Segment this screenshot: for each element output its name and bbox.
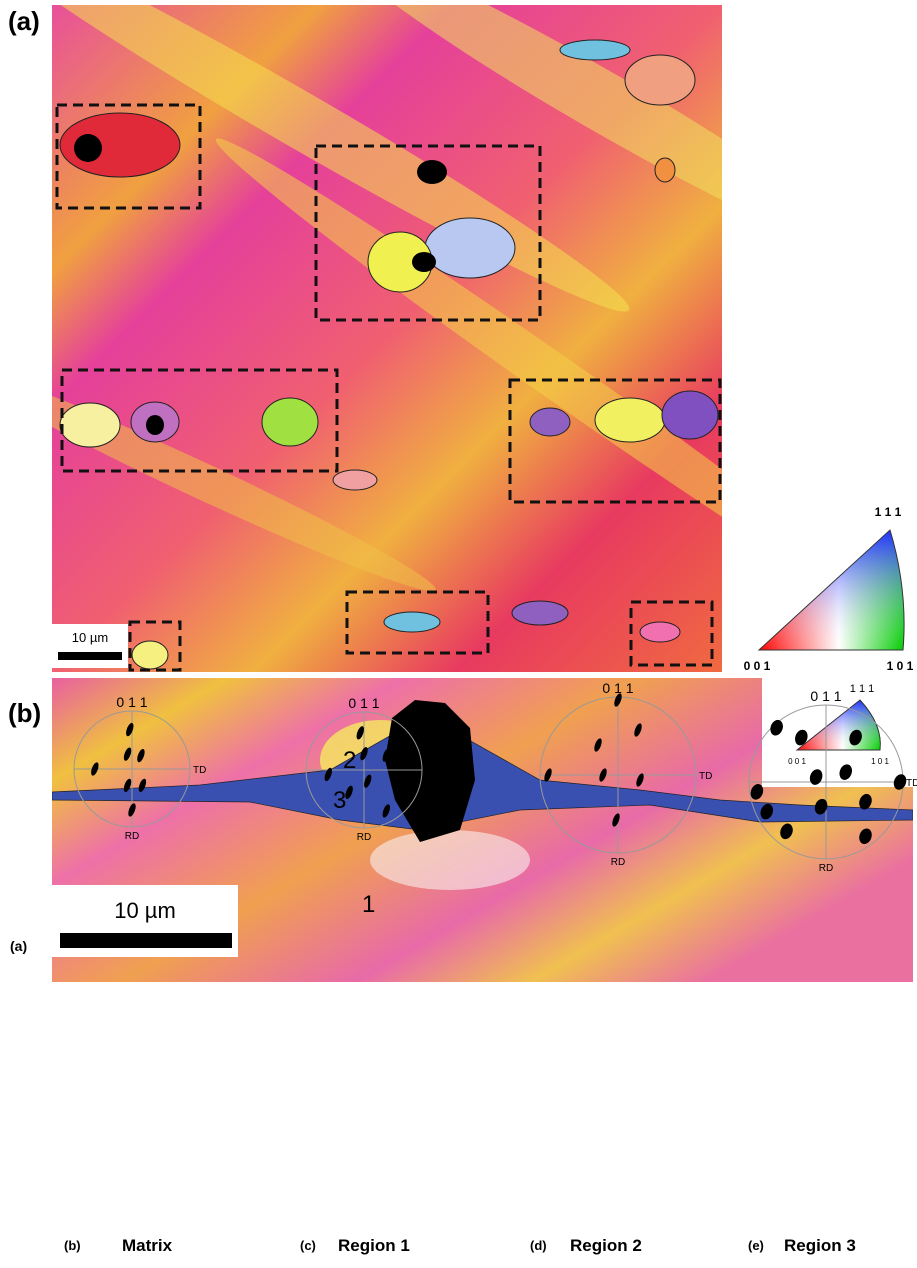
pole-label: RD (611, 857, 625, 868)
caption: Region 2 (570, 1236, 642, 1255)
scale-bar (60, 933, 232, 948)
pole-spot (893, 774, 907, 790)
region-label: 2 (343, 747, 356, 774)
region-label: 1 (362, 891, 375, 918)
region-label: 3 (333, 787, 346, 814)
ipf-label: 1 0 1 (871, 757, 889, 766)
pole-figures: 0 1 1 TD RD (b) Matrix 0 1 1 TD RD (c) Region 1 0 … (64, 680, 917, 1255)
pole-spot (770, 719, 783, 736)
pole-label: TD (699, 771, 712, 782)
pole-label: RD (125, 831, 139, 842)
pole-spot (123, 747, 132, 761)
caption: Matrix (122, 1236, 173, 1255)
pole-spot (138, 778, 147, 793)
pole-spot (849, 729, 862, 746)
pole-spot (364, 774, 372, 788)
pole-spot (126, 722, 134, 737)
pole-label: TD (906, 778, 917, 789)
caption: Region 1 (338, 1236, 410, 1255)
pole-label: 0 1 1 (810, 688, 841, 704)
pole-spot (91, 762, 99, 776)
pole-spot (814, 798, 828, 815)
ipf-label: 0 0 1 (744, 659, 771, 673)
caption-label: (e) (748, 1238, 764, 1253)
pole-spot (594, 738, 602, 752)
caption-label: (c) (300, 1238, 316, 1253)
ipf-label: 1 1 1 (850, 683, 874, 695)
pole-spot (859, 793, 872, 810)
pole-spot (612, 813, 620, 827)
region-boxes (55, 103, 722, 672)
pole-spot (809, 769, 823, 785)
ipf-label: 0 0 1 (788, 757, 806, 766)
scale-bar-label: 10 µm (114, 898, 176, 923)
pole-spot (780, 823, 793, 840)
pole-spot (324, 767, 333, 782)
pole-label: 0 1 1 (116, 694, 147, 710)
pole-spot (137, 748, 145, 763)
scale-bar (58, 652, 122, 660)
panel-label: (a) (8, 6, 40, 36)
ebsd-map-a (52, 5, 722, 672)
pole-spot (360, 746, 368, 761)
pole-spot (760, 803, 774, 820)
ipf-key (757, 529, 905, 651)
scale-label: (a) (10, 938, 27, 954)
pole-label: 0 1 1 (348, 695, 379, 711)
pole-label: 0 1 1 (602, 680, 633, 696)
pole-spot (123, 778, 132, 793)
pole-spot (382, 748, 391, 762)
scale-bar-bg (52, 624, 128, 668)
pole-spot (634, 723, 642, 737)
pole-spot (859, 828, 872, 845)
pole-spot (382, 804, 391, 818)
pole-spot (128, 803, 136, 817)
ipf-label: 1 1 1 (875, 505, 902, 519)
pole-spot (636, 773, 644, 787)
pole-spot (345, 785, 353, 799)
pole-label: RD (357, 832, 371, 843)
pole-label: TD (425, 766, 438, 777)
pole-spot (795, 729, 808, 746)
pole-spot (614, 693, 622, 707)
pole-spot (544, 768, 552, 782)
pole-spot (839, 764, 853, 780)
pole-spot (599, 768, 607, 782)
pole-spot (356, 726, 364, 740)
pole-spot (750, 784, 764, 800)
caption-label: (d) (530, 1238, 547, 1253)
panel-label: (b) (8, 698, 41, 728)
scale-bar-label: 10 µm (72, 630, 108, 645)
caption-label: (b) (64, 1238, 81, 1253)
ipf-label: 1 0 1 (887, 659, 914, 673)
pole-label: RD (819, 863, 833, 874)
pole-label: TD (193, 765, 206, 776)
caption: Region 3 (784, 1236, 856, 1255)
